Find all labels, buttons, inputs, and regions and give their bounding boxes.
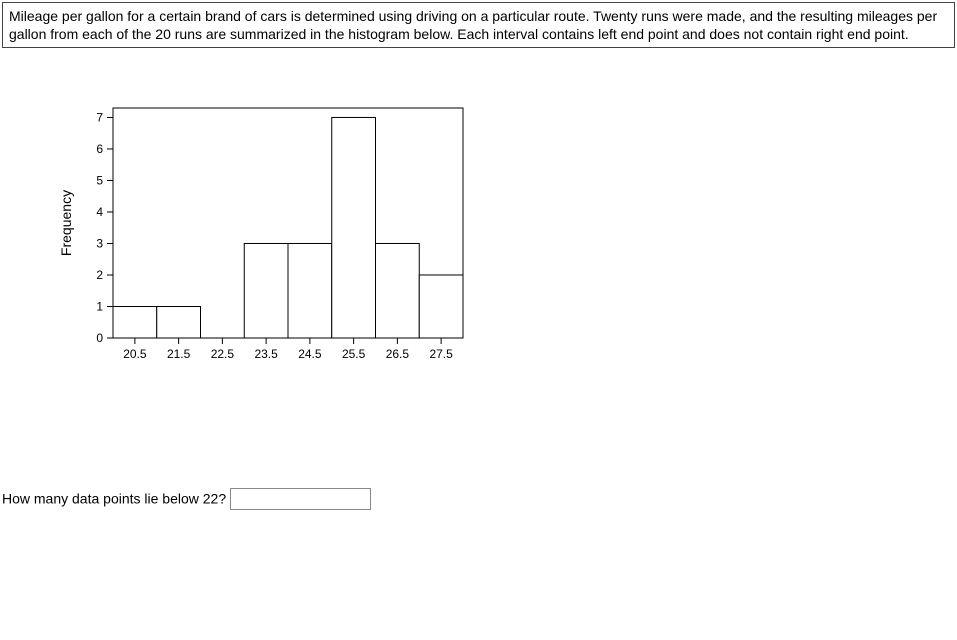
histogram-bar	[113, 307, 157, 339]
answer-input[interactable]	[230, 488, 371, 510]
x-tick-label: 22.5	[211, 347, 235, 361]
y-tick-label: 7	[96, 111, 103, 125]
y-axis-label: Frequency	[58, 190, 74, 256]
x-tick-label: 27.5	[429, 347, 453, 361]
histogram-bar	[157, 307, 201, 339]
problem-text: Mileage per gallon for a certain brand o…	[9, 7, 948, 43]
x-tick-label: 26.5	[386, 347, 410, 361]
histogram-bar	[419, 275, 463, 338]
x-tick-label: 25.5	[342, 347, 366, 361]
histogram-chart: 0 1 2 3 4 5 6 7 20.5 21.5 22.5 23.5 24.5 25.5 26.5 27.5…	[55, 98, 957, 378]
y-tick-label: 0	[96, 331, 103, 345]
histogram-bar	[376, 244, 420, 339]
histogram-bar	[244, 244, 288, 339]
y-tick-label: 5	[96, 174, 103, 188]
y-tick-label: 1	[96, 300, 103, 314]
y-tick-label: 6	[96, 142, 103, 156]
x-tick-label: 20.5	[123, 347, 147, 361]
histogram-bar	[288, 244, 332, 339]
answer-row: How many data points lie below 22?	[2, 488, 957, 516]
y-tick-label: 4	[96, 205, 103, 219]
y-tick-label: 2	[96, 268, 103, 282]
x-tick-label: 24.5	[298, 347, 322, 361]
histogram-bar	[332, 118, 376, 339]
x-tick-label: 21.5	[167, 347, 191, 361]
x-tick-label: 23.5	[254, 347, 278, 361]
problem-container: Mileage per gallon for a certain brand o…	[2, 2, 955, 48]
question-prompt: How many data points lie below 22?	[2, 491, 226, 507]
y-tick-label: 3	[96, 237, 103, 251]
